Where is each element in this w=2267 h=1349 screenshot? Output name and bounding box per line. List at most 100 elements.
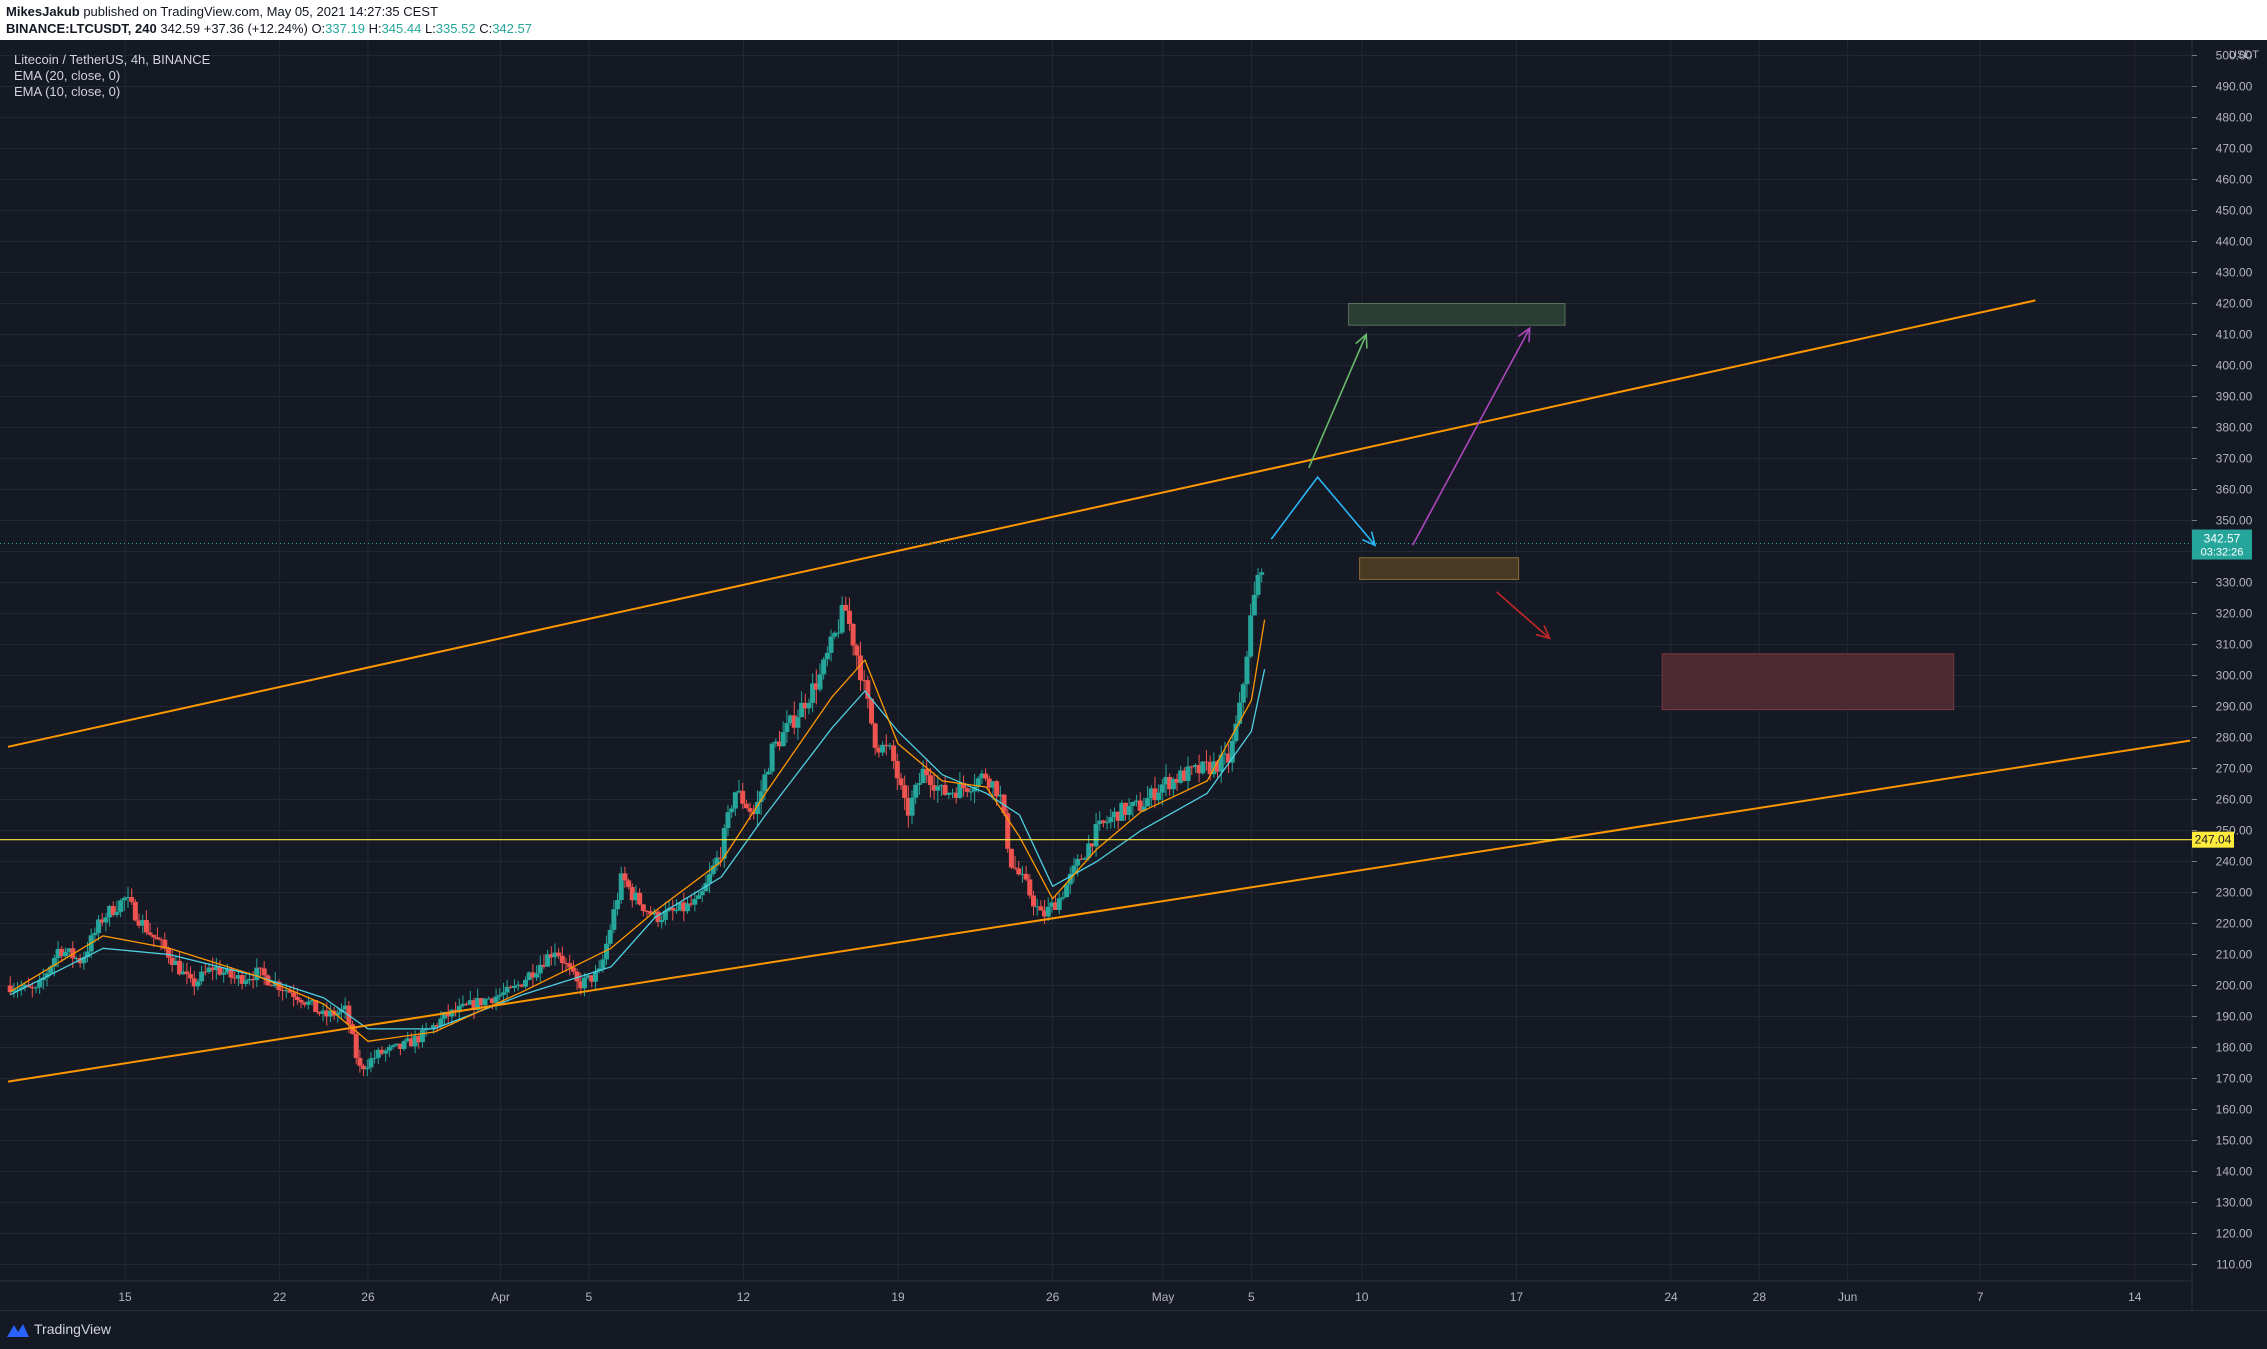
y-tick-label: 180.00 [2216, 1041, 2253, 1055]
candle-body [482, 998, 488, 1006]
candle-body [813, 683, 819, 690]
candle-body [162, 939, 168, 949]
candle-body [1045, 906, 1051, 917]
candle-body [596, 968, 602, 972]
candle-body [732, 792, 738, 809]
high-value: 345.44 [381, 21, 422, 36]
candle-body [324, 1010, 330, 1017]
red-arrow-head [1535, 625, 1551, 640]
candle-body [924, 768, 930, 776]
candle-body [589, 975, 595, 982]
x-tick-label: 14 [2128, 1290, 2142, 1304]
candle-body [55, 948, 61, 958]
candle-body [968, 791, 974, 793]
y-tick-label: 140.00 [2216, 1165, 2253, 1179]
y-tick-label: 360.00 [2216, 483, 2253, 497]
candle-body [611, 909, 617, 930]
ema10-line [9, 619, 1266, 1042]
candle-body [471, 1000, 477, 1010]
candle-body [401, 1041, 407, 1049]
candle-body [464, 1003, 470, 1005]
candle-body [1023, 873, 1029, 880]
candle-body [957, 783, 963, 798]
candle-body [1082, 857, 1088, 860]
candle-body [1134, 800, 1140, 802]
candle-body [684, 903, 690, 912]
candle-body [1001, 794, 1007, 814]
candle-body [519, 984, 525, 987]
candle-body [1119, 802, 1125, 821]
candle-body [534, 973, 540, 978]
candle-body [563, 962, 569, 964]
publish-header: MikesJakub published on TradingView.com,… [0, 0, 2267, 40]
candle-body [913, 784, 919, 798]
candle-body [754, 802, 760, 815]
candle-body [1012, 867, 1018, 869]
candle-body [1016, 868, 1022, 875]
candle-body [780, 732, 786, 747]
price-chart[interactable]: 110.00 120.00 130.00 140.00 150.00 160.00 170.… [0, 40, 2267, 1310]
candle-body [972, 786, 978, 792]
candle-body [806, 702, 812, 709]
tradingview-brand[interactable]: TradingView [34, 1321, 112, 1337]
y-tick-label: 420.00 [2216, 297, 2253, 311]
candle-body [1192, 765, 1198, 767]
candle-body [854, 645, 860, 656]
candle-body [1237, 702, 1243, 724]
candle-body [107, 906, 113, 918]
currency-label: USDT [2229, 49, 2259, 61]
candle-body [1203, 761, 1209, 763]
y-tick-label: 130.00 [2216, 1196, 2253, 1210]
candle-body [1156, 792, 1162, 801]
candle-body [626, 880, 632, 888]
candle-body [1152, 788, 1158, 801]
candle-body [637, 892, 643, 905]
y-tick-label: 480.00 [2216, 111, 2253, 125]
candle-body [335, 1012, 341, 1016]
candle-body [195, 981, 201, 987]
candle-body [445, 1011, 451, 1017]
candle-body [688, 903, 694, 905]
x-tick-label: 12 [737, 1290, 751, 1304]
candle-body [305, 1001, 311, 1005]
candle-body [692, 898, 698, 905]
candle-body [77, 958, 83, 964]
y-tick-label: 370.00 [2216, 452, 2253, 466]
purple-arrow [1411, 326, 1531, 546]
y-tick-label: 120.00 [2216, 1227, 2253, 1241]
author-name[interactable]: MikesJakub [6, 4, 80, 19]
candle-body [1005, 813, 1011, 849]
candle-body [651, 911, 657, 915]
candle-body [861, 680, 867, 682]
candle-body [880, 744, 886, 753]
candle-body [1100, 820, 1106, 823]
legend-ema10[interactable]: EMA (10, close, 0) [14, 84, 121, 99]
candle-body [121, 897, 127, 901]
support-tag-value: 247.04 [2195, 833, 2232, 847]
candle-body [143, 919, 149, 933]
price-change: +37.36 (+12.24%) [203, 21, 308, 36]
candle-body [1167, 777, 1173, 790]
candle-body [442, 1011, 448, 1019]
candle-body [526, 972, 532, 980]
support-price-tag: 247.04 [2192, 831, 2234, 848]
candle-body [530, 972, 536, 978]
candle-body [416, 1035, 422, 1043]
candle-body [412, 1035, 418, 1047]
tradingview-logo-icon[interactable] [6, 1322, 30, 1338]
y-tick-label: 440.00 [2216, 235, 2253, 249]
chart-pane[interactable]: 110.00 120.00 130.00 140.00 150.00 160.00 170.… [0, 40, 2267, 1310]
candle-body [1093, 823, 1099, 847]
y-tick-label: 260.00 [2216, 793, 2253, 807]
candle-body [559, 955, 565, 963]
candle-body [408, 1038, 414, 1047]
candle-body [419, 1029, 425, 1043]
legend-title[interactable]: Litecoin / TetherUS, 4h, BINANCE [14, 52, 211, 67]
candle-body [615, 899, 621, 910]
legend-ema20[interactable]: EMA (20, close, 0) [14, 68, 121, 83]
candle-body [486, 998, 492, 1000]
cyan-path-arrow-head [1361, 531, 1377, 547]
candle-body [994, 781, 1000, 797]
candle-body [118, 900, 124, 912]
target-zone-red [1661, 653, 1955, 711]
